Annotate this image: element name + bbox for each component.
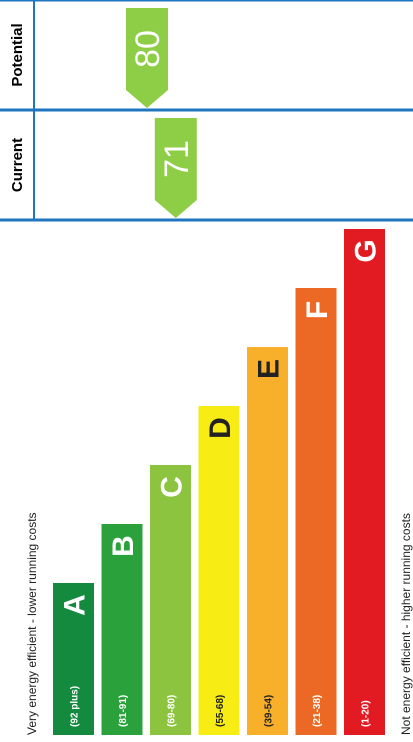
band-a-range: (92 plus) (70, 686, 81, 727)
band-bars: A (92 plus) B (81-91) C (69-80) D (55-68) E (39-5… (53, 229, 385, 735)
efficient-caption: Very energy efficient - lower running co… (25, 512, 39, 735)
current-rating-value: 71 (158, 140, 196, 178)
band-d-letter: D (204, 417, 237, 439)
band-e-bar (247, 347, 288, 735)
band-c-range: (69-80) (167, 695, 178, 727)
band-c-bar (150, 465, 191, 735)
band-b-range: (81-91) (118, 695, 129, 727)
band-a-letter: A (59, 594, 92, 616)
band-b-letter: B (107, 535, 140, 557)
band-b-bar (101, 524, 143, 735)
potential-label: Potential (9, 23, 26, 86)
inefficient-caption: Not energy efficient - higher running co… (399, 513, 413, 735)
band-f-bar (295, 288, 337, 735)
band-g-letter: G (350, 239, 383, 262)
band-e-letter: E (253, 359, 286, 379)
band-a-bar (53, 583, 94, 735)
band-f-range: (21-38) (312, 695, 323, 727)
current-rating-arrow (154, 118, 197, 218)
potential-rating-arrow (126, 8, 168, 108)
potential-rating-value: 80 (129, 30, 167, 68)
band-d-bar (198, 406, 240, 735)
rating-header: Potential Current (0, 0, 413, 222)
band-g-range: (1-20) (361, 700, 372, 727)
band-c-letter: C (156, 476, 189, 498)
band-g-bar (344, 229, 385, 735)
band-d-range: (55-68) (215, 695, 226, 727)
current-label: Current (9, 138, 26, 192)
rating-arrows: 80 71 (126, 8, 197, 218)
band-e-range: (39-54) (264, 695, 275, 727)
band-f-letter: F (301, 301, 334, 319)
